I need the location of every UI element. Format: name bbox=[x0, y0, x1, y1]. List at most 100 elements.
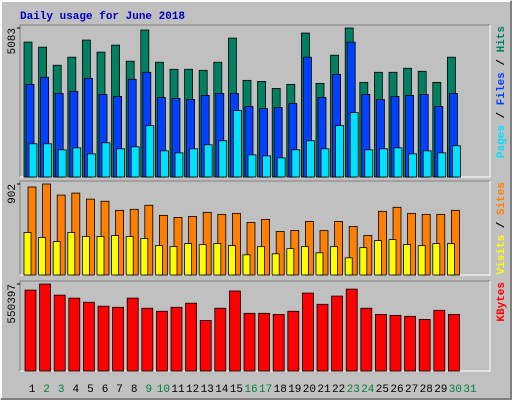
x-tick-label: 20 bbox=[303, 384, 316, 396]
bar bbox=[52, 241, 61, 276]
bar bbox=[39, 283, 51, 372]
bar bbox=[68, 297, 81, 372]
x-tick-label: 31 bbox=[463, 384, 477, 396]
bar bbox=[231, 212, 241, 276]
bar bbox=[158, 214, 168, 276]
x-tick-label: 14 bbox=[215, 384, 229, 396]
bar bbox=[242, 254, 251, 276]
plot-frame-dark bbox=[19, 280, 490, 371]
bar bbox=[348, 226, 358, 276]
bar bbox=[286, 248, 295, 276]
x-tick-label: 13 bbox=[201, 384, 214, 396]
bar bbox=[67, 232, 76, 276]
bar bbox=[246, 222, 256, 276]
x-tick-label: 24 bbox=[361, 384, 375, 396]
bar bbox=[421, 213, 431, 276]
bar bbox=[56, 194, 66, 276]
bar bbox=[42, 183, 51, 276]
bar bbox=[116, 148, 125, 178]
bar bbox=[145, 125, 155, 178]
bar bbox=[305, 140, 315, 178]
x-tick-label: 2 bbox=[43, 384, 50, 396]
bar bbox=[446, 243, 455, 276]
x-tick-label: 12 bbox=[186, 384, 199, 396]
x-tick-label: 8 bbox=[131, 384, 138, 396]
legend-entry: Visits bbox=[496, 235, 508, 275]
bar bbox=[218, 140, 228, 178]
legend: Pages / Files / Hits bbox=[496, 26, 508, 158]
bar bbox=[271, 253, 280, 276]
x-tick-label: 19 bbox=[288, 384, 301, 396]
bar bbox=[101, 142, 111, 178]
bar bbox=[169, 246, 178, 276]
bar bbox=[87, 153, 96, 178]
x-tick-label: 3 bbox=[58, 384, 65, 396]
bar bbox=[345, 288, 358, 372]
bar bbox=[141, 307, 154, 372]
x-tick-label: 16 bbox=[244, 384, 257, 396]
y-tick-label: 5083 bbox=[7, 28, 19, 54]
bar bbox=[96, 236, 105, 276]
bar bbox=[432, 243, 441, 276]
legend-entry: Sites bbox=[496, 182, 508, 215]
legend: Visits / Sites bbox=[496, 182, 508, 274]
legend: KBytes bbox=[496, 282, 508, 322]
x-tick-label: 6 bbox=[102, 384, 109, 396]
bar bbox=[374, 314, 387, 372]
bar bbox=[130, 146, 140, 178]
plot-frame-dark bbox=[19, 24, 490, 177]
bar bbox=[57, 149, 67, 178]
x-tick-label: 21 bbox=[317, 384, 331, 396]
bar bbox=[173, 216, 183, 276]
bar bbox=[53, 294, 66, 372]
x-tick-label: 22 bbox=[332, 384, 345, 396]
bar bbox=[287, 310, 300, 372]
bar bbox=[301, 292, 314, 372]
bar bbox=[447, 314, 460, 372]
bar bbox=[320, 148, 330, 178]
bar bbox=[300, 246, 309, 276]
bar bbox=[170, 306, 183, 372]
legend-separator: / bbox=[496, 215, 508, 235]
y-tick-label: 902 bbox=[7, 184, 19, 204]
bar bbox=[43, 143, 52, 178]
x-tick-label: 27 bbox=[405, 384, 418, 396]
bar bbox=[111, 235, 119, 276]
bar bbox=[404, 315, 417, 372]
bar bbox=[344, 257, 353, 276]
bar bbox=[422, 150, 432, 178]
bar bbox=[154, 245, 163, 276]
bar bbox=[155, 310, 168, 372]
bar bbox=[159, 150, 169, 178]
x-tick-label: 1 bbox=[29, 384, 36, 396]
bar bbox=[393, 147, 403, 178]
bar bbox=[388, 239, 397, 276]
bar bbox=[23, 232, 32, 276]
bar bbox=[331, 295, 344, 372]
legend-separator: / bbox=[496, 52, 508, 72]
x-tick-label: 11 bbox=[171, 384, 185, 396]
bar bbox=[243, 312, 256, 372]
bar bbox=[335, 125, 345, 178]
bar bbox=[262, 155, 272, 178]
bar bbox=[214, 307, 227, 372]
bar bbox=[450, 209, 460, 276]
bar bbox=[174, 152, 184, 178]
bar bbox=[360, 307, 373, 372]
bar bbox=[247, 154, 257, 178]
x-tick-label: 5 bbox=[87, 384, 94, 396]
bar bbox=[272, 314, 285, 372]
bar bbox=[418, 319, 431, 372]
x-tick-label: 7 bbox=[116, 384, 123, 396]
bar bbox=[202, 211, 212, 276]
bar bbox=[433, 309, 446, 372]
x-tick-label: 18 bbox=[274, 384, 287, 396]
x-tick-label: 17 bbox=[259, 384, 272, 396]
x-tick-label: 9 bbox=[145, 384, 152, 396]
bar bbox=[315, 252, 324, 276]
bar bbox=[24, 289, 37, 372]
bar bbox=[291, 149, 301, 178]
bar bbox=[82, 236, 90, 276]
bar bbox=[184, 243, 193, 276]
